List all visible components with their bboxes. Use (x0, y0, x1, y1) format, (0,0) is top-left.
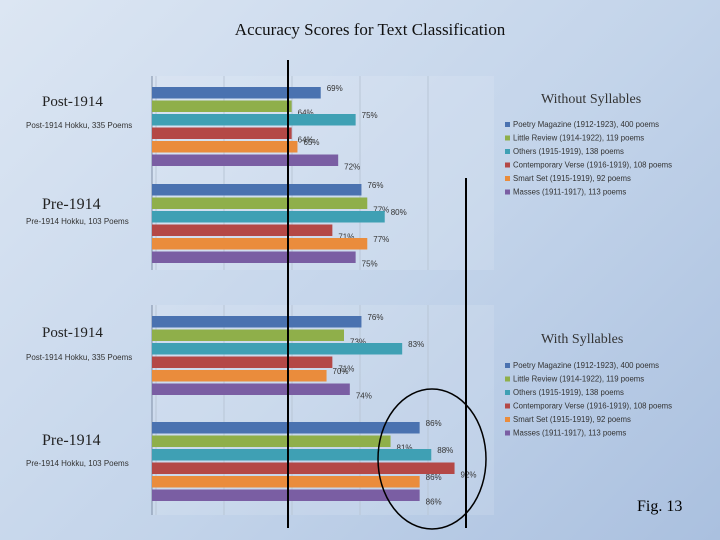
legend-label: Smart Set (1915-1919), 92 poems (513, 415, 631, 424)
data-label: 75% (362, 260, 378, 269)
group-label: Pre-1914 (42, 196, 101, 213)
data-label: 70% (333, 367, 349, 376)
data-label: 83% (408, 340, 424, 349)
data-label: 75% (362, 111, 378, 120)
data-label: 77% (373, 235, 389, 244)
data-label: 92% (461, 471, 477, 480)
data-label: 86% (426, 498, 442, 507)
bar (152, 141, 298, 153)
bar (152, 127, 292, 139)
bar (152, 489, 420, 501)
legend-label: Little Review (1914-1922), 119 poems (513, 375, 644, 384)
group-label: Post-1914 (42, 94, 103, 110)
legend-label: Little Review (1914-1922), 119 poems (513, 134, 644, 143)
data-label: 86% (426, 419, 442, 428)
data-label: 81% (397, 444, 413, 453)
bar (152, 462, 455, 474)
data-label: 64% (298, 109, 314, 118)
chart-title: Without Syllables (541, 92, 641, 107)
data-label: 71% (338, 233, 354, 242)
legend-label: Poetry Magazine (1912-1923), 400 poems (513, 361, 659, 370)
legend-swatch (505, 390, 510, 395)
legend-swatch (505, 189, 510, 195)
group-sublabel: Post-1914 Hokku, 335 Poems (26, 353, 132, 362)
legend-label: Masses (1911-1917), 113 poems (513, 429, 626, 438)
group-sublabel: Post-1914 Hokku, 335 Poems (26, 121, 132, 130)
bar (152, 383, 350, 395)
legend-label: Others (1915-1919), 138 poems (513, 147, 624, 156)
group-sublabel: Pre-1914 Hokku, 103 Poems (26, 459, 129, 468)
data-label: 76% (367, 181, 383, 190)
data-label: 64% (298, 136, 314, 145)
bar (152, 154, 339, 166)
legend-swatch (505, 135, 510, 141)
data-label: 88% (437, 446, 453, 455)
legend-label: Poetry Magazine (1912-1923), 400 poems (513, 120, 659, 129)
bar (152, 449, 432, 461)
data-label: 71% (338, 365, 354, 374)
bar (152, 114, 356, 126)
legend-label: Smart Set (1915-1919), 92 poems (513, 174, 631, 183)
bar (152, 476, 420, 488)
legend-swatch (505, 122, 510, 127)
legend-swatch (505, 376, 510, 382)
data-label: 73% (350, 338, 366, 347)
data-label: 86% (426, 473, 442, 482)
data-label: 80% (391, 208, 407, 217)
legend-swatch (505, 149, 510, 154)
bar (152, 100, 292, 112)
legend-swatch (505, 430, 510, 436)
bar (152, 184, 362, 196)
bar (152, 343, 403, 355)
legend-swatch (505, 162, 510, 168)
slide-title: Accuracy Scores for Text Classification (234, 20, 506, 39)
data-label: 69% (327, 84, 343, 93)
bar (152, 356, 333, 368)
data-label: 65% (303, 138, 319, 147)
bar (152, 422, 420, 434)
bar (152, 435, 391, 447)
bar (152, 316, 362, 328)
bar (152, 238, 368, 250)
legend-swatch (505, 363, 510, 368)
legend-label: Contemporary Verse (1916-1919), 108 poem… (513, 161, 672, 170)
legend-label: Others (1915-1919), 138 poems (513, 388, 624, 397)
legend-swatch (505, 403, 510, 409)
bar (152, 251, 356, 263)
bar (152, 370, 327, 382)
group-sublabel: Pre-1914 Hokku, 103 Poems (26, 217, 129, 226)
data-label: 72% (344, 163, 360, 172)
bar (152, 329, 344, 341)
data-label: 77% (373, 206, 389, 215)
data-label: 74% (356, 392, 372, 401)
legend-swatch (505, 417, 510, 422)
bar (152, 87, 321, 99)
legend-label: Contemporary Verse (1916-1919), 108 poem… (513, 402, 672, 411)
legend-swatch (505, 176, 510, 181)
data-label: 76% (367, 313, 383, 322)
chart-title: With Syllables (541, 332, 623, 347)
group-label: Pre-1914 (42, 432, 101, 449)
bar (152, 197, 368, 209)
group-label: Post-1914 (42, 325, 103, 341)
figure-label: Fig. 13 (637, 498, 683, 515)
bar (152, 224, 333, 236)
highlight-circle (377, 388, 487, 530)
bar (152, 211, 385, 223)
legend-label: Masses (1911-1917), 113 poems (513, 188, 626, 197)
